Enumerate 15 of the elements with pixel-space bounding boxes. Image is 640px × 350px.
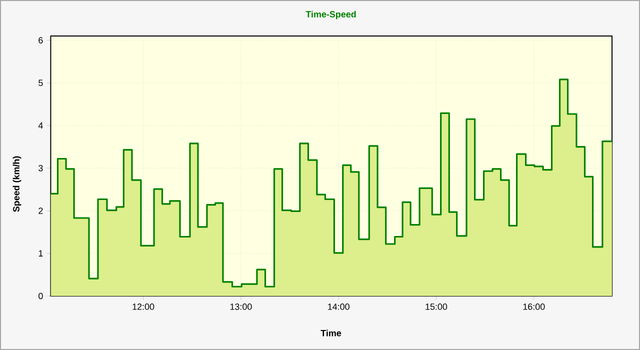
y-tick-label: 5	[38, 80, 43, 86]
x-tick-label: 16:00	[523, 304, 545, 310]
y-tick-label: 3	[38, 164, 43, 172]
y-tick-label: 4	[38, 122, 43, 129]
x-tick-label: 13:00	[230, 304, 252, 310]
x-tick-label: 12:00	[132, 304, 154, 310]
y-tick-label: 6	[38, 37, 43, 44]
x-tick-label: 14:00	[328, 304, 350, 310]
y-tick-label: 0	[38, 292, 43, 300]
y-axis-title: Speed (km/h)	[12, 156, 22, 212]
x-axis-title: Time	[320, 330, 342, 336]
chart-title: Time-Speed	[306, 10, 356, 20]
y-tick-label: 2	[38, 208, 43, 214]
x-tick-label: 15:00	[426, 304, 448, 310]
y-tick-label: 1	[38, 250, 43, 256]
